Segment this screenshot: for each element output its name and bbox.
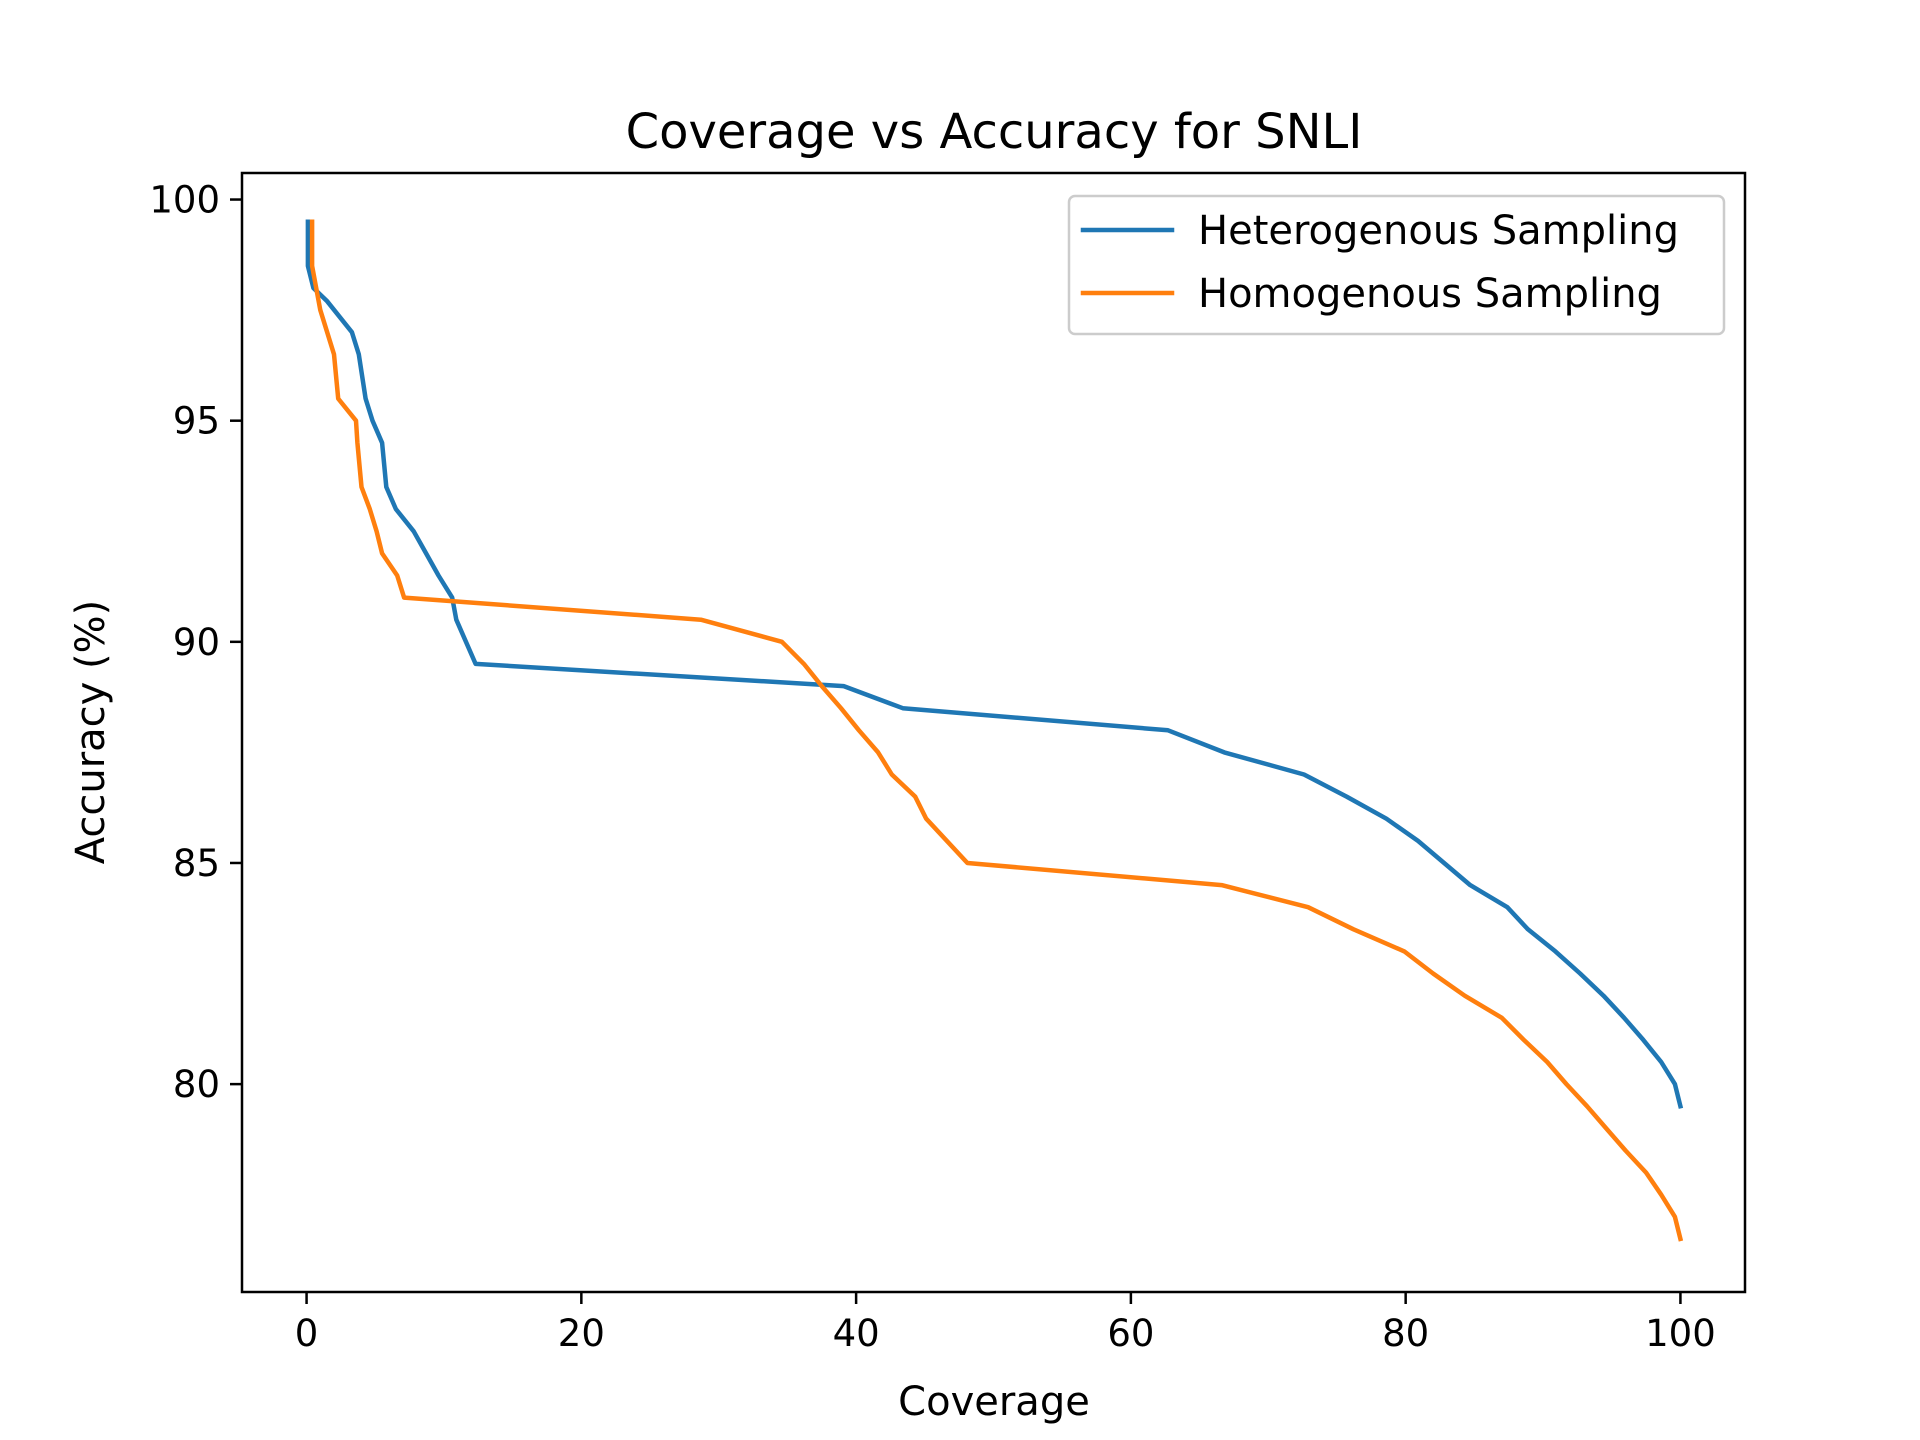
y-tick-label: 80: [173, 1063, 220, 1106]
legend: Heterogenous Sampling Homogenous Samplin…: [1067, 194, 1726, 336]
y-tick-label: 95: [173, 400, 220, 443]
legend-frame: [1067, 194, 1726, 336]
series-layer: [305, 219, 1684, 1242]
x-tick-label: 80: [1382, 1312, 1429, 1355]
plot-area-frame: [240, 171, 1747, 1294]
series-line-heterogenous-sampling: [305, 219, 1684, 1109]
y-tick-label: 100: [149, 179, 220, 222]
x-axis-label: Coverage: [898, 1379, 1090, 1425]
y-tick-label: 85: [173, 842, 220, 885]
x-axis-ticks: 0 20 40 60 80 100: [295, 1292, 1716, 1355]
x-tick-label: 40: [833, 1312, 880, 1355]
x-tick-label: 20: [558, 1312, 605, 1355]
y-axis-ticks: 80 85 90 95 100: [149, 179, 242, 1106]
y-axis-label: Accuracy (%): [68, 600, 114, 865]
y-tick-label: 90: [173, 621, 220, 664]
x-tick-label: 100: [1645, 1312, 1716, 1355]
legend-label-heterogenous: Heterogenous Sampling: [1198, 208, 1679, 254]
legend-label-homogenous: Homogenous Sampling: [1198, 271, 1662, 317]
series-line-homogenous-sampling: [309, 219, 1684, 1242]
chart-title: Coverage vs Accuracy for SNLI: [626, 104, 1363, 160]
x-tick-label: 60: [1107, 1312, 1154, 1355]
x-tick-label: 0: [295, 1312, 319, 1355]
